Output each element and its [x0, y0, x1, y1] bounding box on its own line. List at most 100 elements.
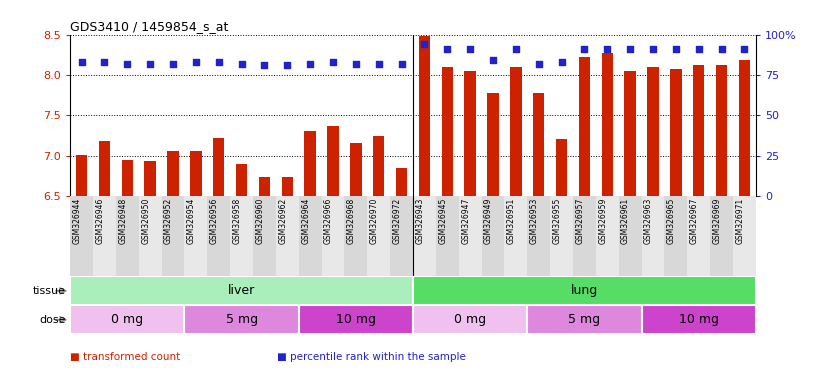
Point	[395, 61, 408, 67]
Point	[441, 46, 454, 52]
Bar	[716, 65, 727, 196]
Bar	[230, 196, 253, 276]
Text: GSM326956: GSM326956	[210, 197, 219, 244]
Text: GSM326969: GSM326969	[713, 197, 722, 244]
Bar	[299, 305, 413, 334]
Bar	[573, 196, 596, 276]
Bar	[687, 196, 710, 276]
Bar	[236, 164, 247, 196]
Point	[167, 61, 180, 67]
Bar	[368, 196, 390, 276]
Point	[578, 46, 591, 52]
Bar	[693, 65, 705, 196]
Point	[326, 59, 339, 65]
Point	[98, 59, 112, 65]
Point	[669, 46, 682, 52]
Text: GSM326960: GSM326960	[255, 197, 264, 244]
Point	[624, 46, 637, 52]
Bar	[733, 196, 756, 276]
Point	[258, 62, 271, 68]
Text: GSM326955: GSM326955	[553, 197, 562, 244]
Text: ■ transformed count: ■ transformed count	[70, 351, 180, 362]
Bar	[624, 71, 636, 196]
Point	[509, 46, 523, 52]
Text: GSM326946: GSM326946	[96, 197, 104, 244]
Bar	[596, 196, 619, 276]
Point	[121, 61, 134, 67]
Bar	[305, 131, 316, 196]
Point	[555, 59, 568, 65]
Text: 0 mg: 0 mg	[454, 313, 487, 326]
Bar	[664, 196, 687, 276]
Text: GSM326966: GSM326966	[324, 197, 333, 244]
Text: GSM326965: GSM326965	[667, 197, 676, 244]
Bar	[70, 305, 184, 334]
Point	[304, 61, 317, 67]
Bar	[162, 196, 184, 276]
Text: GSM326949: GSM326949	[484, 197, 493, 244]
Text: GSM326970: GSM326970	[370, 197, 378, 244]
Bar	[527, 196, 550, 276]
Text: GSM326971: GSM326971	[735, 197, 744, 244]
Point	[349, 61, 363, 67]
Text: 10 mg: 10 mg	[679, 313, 719, 326]
Point	[487, 57, 500, 63]
Text: GSM326958: GSM326958	[233, 197, 242, 244]
Bar	[464, 71, 476, 196]
Bar	[276, 196, 299, 276]
Bar	[619, 196, 642, 276]
Text: GSM326947: GSM326947	[461, 197, 470, 244]
Text: GSM326948: GSM326948	[118, 197, 127, 244]
Text: GSM326959: GSM326959	[598, 197, 607, 244]
Text: GSM326953: GSM326953	[529, 197, 539, 244]
Bar	[556, 139, 567, 196]
Bar	[93, 196, 116, 276]
Bar	[76, 155, 88, 196]
Text: liver: liver	[228, 285, 255, 297]
Text: GSM326954: GSM326954	[187, 197, 196, 244]
Point	[144, 61, 157, 67]
Bar	[458, 196, 482, 276]
Text: GSM326951: GSM326951	[507, 197, 515, 244]
Bar	[579, 57, 590, 196]
Bar	[259, 177, 270, 196]
Text: GSM326943: GSM326943	[415, 197, 425, 244]
Bar	[350, 144, 362, 196]
Bar	[601, 53, 613, 196]
Text: 5 mg: 5 mg	[225, 313, 258, 326]
Bar	[413, 305, 527, 334]
Bar	[184, 305, 299, 334]
Bar	[436, 196, 458, 276]
Point	[75, 59, 88, 65]
Point	[647, 46, 660, 52]
Bar	[168, 152, 178, 196]
Point	[235, 61, 249, 67]
Text: GSM326961: GSM326961	[621, 197, 630, 244]
Text: GSM326968: GSM326968	[347, 197, 356, 244]
Text: GSM326957: GSM326957	[576, 197, 585, 244]
Point	[212, 59, 225, 65]
Bar	[70, 196, 93, 276]
Point	[532, 61, 545, 67]
Point	[715, 46, 729, 52]
Text: lung: lung	[571, 285, 598, 297]
Bar	[373, 136, 384, 196]
Point	[601, 46, 614, 52]
Text: 0 mg: 0 mg	[112, 313, 144, 326]
Text: tissue: tissue	[33, 286, 66, 296]
Bar	[510, 67, 521, 196]
Bar	[533, 93, 544, 196]
Bar	[121, 160, 133, 196]
Bar	[442, 67, 453, 196]
Point	[418, 41, 431, 47]
Bar	[213, 138, 225, 196]
Text: dose: dose	[40, 314, 66, 325]
Bar	[253, 196, 276, 276]
Bar	[145, 161, 156, 196]
Text: GSM326950: GSM326950	[141, 197, 150, 244]
Bar	[527, 305, 642, 334]
Bar	[190, 152, 202, 196]
Bar	[207, 196, 230, 276]
Bar	[327, 126, 339, 196]
Bar	[99, 141, 110, 196]
